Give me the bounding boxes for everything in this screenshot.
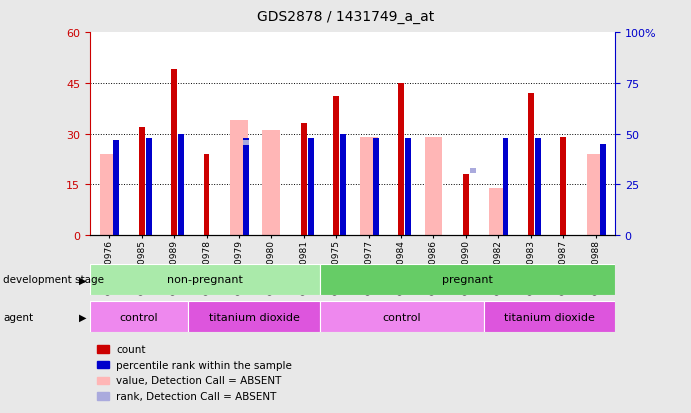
Text: ▶: ▶ bbox=[79, 275, 86, 285]
Bar bbox=[405, 138, 411, 143]
Text: pregnant: pregnant bbox=[442, 275, 493, 285]
Text: count: count bbox=[116, 344, 146, 354]
Bar bbox=[319, 264, 615, 295]
Text: value, Detection Call = ABSENT: value, Detection Call = ABSENT bbox=[116, 375, 281, 385]
Bar bbox=[333, 97, 339, 235]
Bar bbox=[178, 134, 184, 139]
Bar bbox=[502, 138, 509, 143]
Text: titanium dioxide: titanium dioxide bbox=[504, 312, 595, 322]
Bar bbox=[113, 140, 120, 235]
Text: ▶: ▶ bbox=[79, 312, 86, 322]
Bar bbox=[113, 140, 120, 145]
Bar bbox=[587, 154, 605, 235]
Bar bbox=[204, 154, 209, 235]
Bar bbox=[230, 121, 248, 235]
Bar bbox=[146, 138, 152, 143]
Text: percentile rank within the sample: percentile rank within the sample bbox=[116, 360, 292, 370]
Bar bbox=[470, 169, 476, 174]
Text: agent: agent bbox=[3, 312, 34, 322]
Bar bbox=[146, 138, 152, 235]
Bar bbox=[243, 138, 249, 143]
Bar bbox=[535, 138, 541, 143]
Text: development stage: development stage bbox=[3, 275, 104, 285]
Bar bbox=[600, 145, 605, 150]
Bar bbox=[171, 70, 177, 235]
Bar bbox=[424, 138, 442, 235]
Bar bbox=[188, 301, 319, 332]
Bar bbox=[319, 301, 484, 332]
Bar bbox=[263, 131, 281, 235]
Bar bbox=[360, 138, 377, 235]
Text: rank, Detection Call = ABSENT: rank, Detection Call = ABSENT bbox=[116, 391, 276, 401]
Text: non-pregnant: non-pregnant bbox=[167, 275, 243, 285]
Bar bbox=[301, 124, 307, 235]
Bar bbox=[90, 264, 319, 295]
Bar bbox=[373, 138, 379, 235]
Text: titanium dioxide: titanium dioxide bbox=[209, 312, 299, 322]
Bar bbox=[100, 154, 118, 235]
Bar bbox=[341, 134, 346, 235]
Bar bbox=[398, 83, 404, 235]
Bar bbox=[243, 138, 249, 235]
Bar bbox=[139, 128, 144, 235]
Bar bbox=[90, 301, 188, 332]
Bar bbox=[308, 138, 314, 143]
Bar bbox=[528, 94, 533, 235]
Bar bbox=[600, 145, 605, 235]
Text: GDS2878 / 1431749_a_at: GDS2878 / 1431749_a_at bbox=[257, 10, 434, 24]
Text: control: control bbox=[382, 312, 421, 322]
Bar bbox=[535, 138, 541, 235]
Bar bbox=[560, 138, 566, 235]
Bar bbox=[373, 138, 379, 143]
Bar bbox=[463, 175, 468, 235]
Text: control: control bbox=[120, 312, 158, 322]
Bar bbox=[308, 138, 314, 235]
Bar bbox=[484, 301, 615, 332]
Bar bbox=[243, 140, 249, 145]
Bar bbox=[489, 188, 507, 235]
Bar bbox=[178, 134, 184, 235]
Bar bbox=[405, 138, 411, 235]
Bar bbox=[502, 138, 509, 235]
Bar bbox=[341, 134, 346, 139]
